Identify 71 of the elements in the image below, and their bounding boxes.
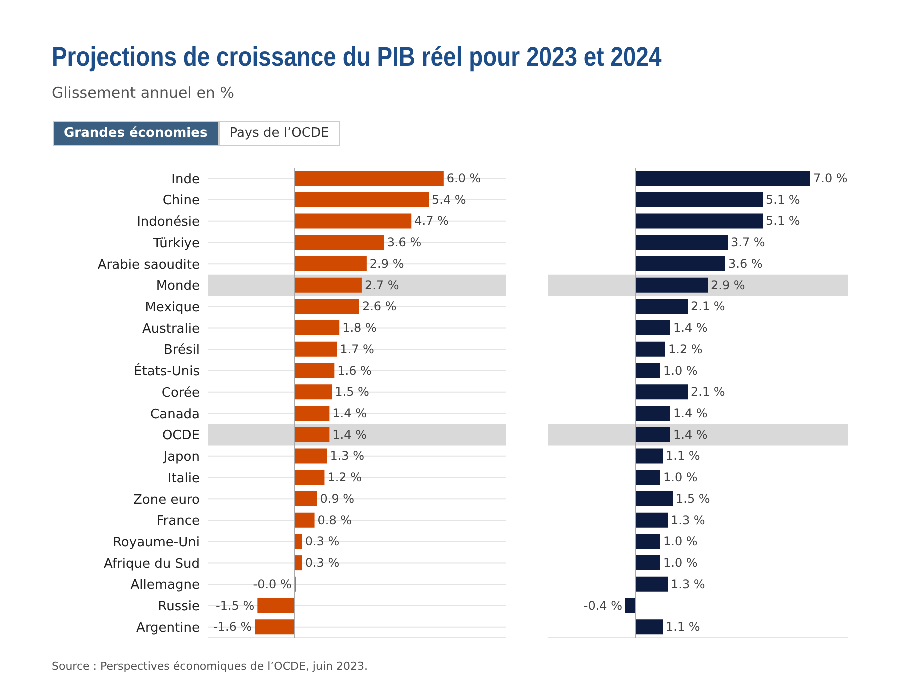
- data-label: 1.3 %: [671, 577, 706, 592]
- data-label: 1.4 %: [674, 406, 708, 420]
- chart-subtitle: Glissement annuel en %: [52, 84, 234, 102]
- data-label: 1.5 %: [676, 492, 710, 506]
- y-tick-label: OCDE: [162, 428, 200, 444]
- data-label: 1.4 %: [674, 428, 708, 442]
- data-label: 5.1 %: [766, 192, 800, 207]
- data-label: 0.8 %: [318, 513, 352, 528]
- data-label: 4.7 %: [414, 214, 449, 228]
- data-label: -0.0 %: [253, 577, 292, 592]
- y-tick-label: Afrique du Sud: [104, 556, 200, 572]
- y-tick-label: Türkiye: [152, 236, 200, 252]
- data-label: 2.1 %: [691, 385, 726, 400]
- y-tick-label: Brésil: [164, 343, 200, 358]
- y-tick-label: Canada: [150, 407, 200, 422]
- data-label: 1.1 %: [666, 449, 700, 464]
- y-tick-label: Monde: [156, 279, 200, 294]
- data-label: -1.6 %: [214, 620, 252, 634]
- y-tick-label: Arabie saoudite: [98, 258, 200, 273]
- y-tick-label: Allemagne: [130, 578, 200, 594]
- data-label: 2.9 %: [711, 278, 746, 292]
- y-tick-label: Chine: [162, 194, 200, 209]
- data-label: 3.6 %: [728, 256, 763, 271]
- data-label: 1.0 %: [664, 364, 698, 378]
- data-label: 2.9 %: [370, 256, 404, 271]
- chart-title: Projections de croissance du PIB réel pour 2023 et 2024: [52, 42, 662, 73]
- data-label: 1.0 %: [664, 470, 698, 485]
- y-tick-label: Indonésie: [137, 215, 200, 230]
- data-label: 0.3 %: [305, 534, 340, 549]
- data-label: 1.3 %: [671, 513, 706, 528]
- data-label: 3.6 %: [387, 236, 422, 250]
- y-tick-label: Italie: [168, 471, 200, 486]
- data-label: -0.4 %: [584, 598, 622, 613]
- data-label: 1.2 %: [668, 342, 703, 356]
- data-label: 1.7 %: [340, 342, 374, 356]
- data-label: 5.1 %: [766, 214, 800, 228]
- data-label: 2.6 %: [362, 300, 397, 314]
- data-label: 1.5 %: [335, 385, 370, 400]
- data-label: 1.2 %: [328, 470, 362, 485]
- y-tick-label: Mexique: [145, 300, 200, 316]
- data-label: 1.6 %: [338, 364, 372, 378]
- y-tick-label: Inde: [172, 172, 200, 188]
- data-label: 6.0 %: [446, 172, 482, 186]
- data-label: 5.4 %: [432, 192, 466, 207]
- toggle-button: Grandes économies: [53, 121, 219, 146]
- y-tick-label: Royaume-Uni: [112, 535, 200, 550]
- y-tick-label: Argentine: [136, 620, 200, 636]
- toggle-button: Pays de l’OCDE: [218, 121, 340, 146]
- data-label: 3.7 %: [731, 236, 766, 250]
- data-label: 1.4 %: [332, 428, 367, 442]
- data-label: -1.5 %: [216, 598, 255, 613]
- data-label: 1.4 %: [674, 321, 708, 336]
- y-tick-label: Australie: [142, 322, 200, 337]
- data-label: 0.9 %: [320, 492, 355, 506]
- data-label: 1.0 %: [664, 534, 698, 549]
- source-note: Source : Perspectives économiques de l’OCDE, juin 2023.: [52, 660, 368, 673]
- data-label: 0.3 %: [305, 556, 340, 570]
- data-label: 1.1 %: [666, 620, 700, 634]
- y-tick-label: Zone euro: [134, 492, 200, 508]
- data-label: 7.0 %: [814, 172, 848, 186]
- y-tick-label: États-Unis: [134, 362, 200, 380]
- y-tick-label: France: [156, 514, 200, 530]
- y-tick-label: Japon: [162, 450, 200, 466]
- data-label: 2.1 %: [691, 300, 726, 314]
- y-tick-label: Russie: [158, 600, 200, 615]
- y-tick-label: Corée: [162, 386, 200, 401]
- data-label: 1.0 %: [664, 556, 698, 570]
- data-label: 2.7 %: [364, 278, 400, 292]
- data-label: 1.8 %: [342, 321, 377, 336]
- data-label: 1.3 %: [330, 449, 365, 464]
- data-label: 1.4 %: [332, 406, 367, 420]
